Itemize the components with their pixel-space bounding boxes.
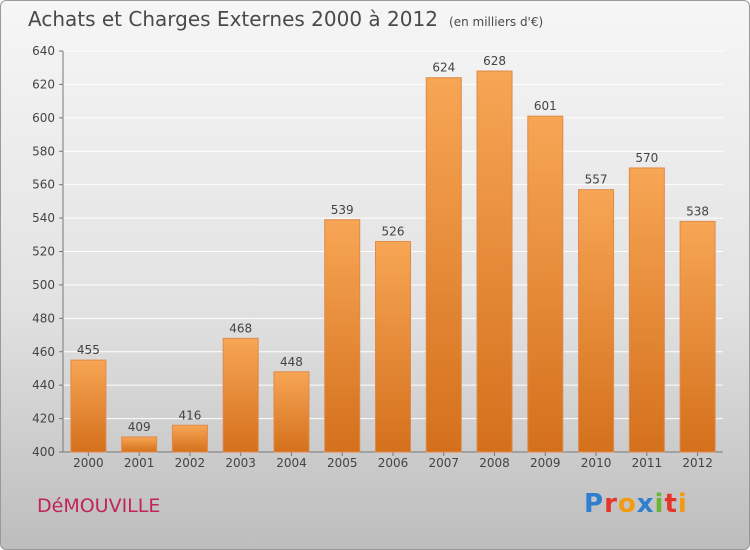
bar: [375, 240, 411, 453]
data-label: 416: [178, 408, 201, 422]
y-tick-label: 480: [32, 311, 55, 325]
logo-letter: o: [617, 489, 637, 519]
data-label: 601: [534, 99, 557, 113]
x-tick-label: 2004: [276, 456, 307, 470]
y-tick-label: 500: [32, 278, 55, 292]
x-tick-label: 2010: [581, 456, 612, 470]
y-tick-label: 440: [32, 378, 55, 392]
data-label: 539: [331, 203, 354, 217]
y-tick-label: 580: [32, 144, 55, 158]
y-tick-label: 620: [32, 77, 55, 91]
bar: [679, 220, 716, 453]
bar: [171, 424, 208, 453]
x-tick-label: 2008: [479, 456, 510, 470]
bar: [476, 70, 513, 453]
data-label: 538: [686, 204, 709, 218]
data-label: 455: [77, 343, 100, 357]
y-tick-label: 460: [32, 345, 55, 359]
chart-title: Achats et Charges Externes 2000 à 2012 (…: [28, 7, 543, 31]
data-label: 409: [128, 420, 151, 434]
data-label: 557: [585, 173, 608, 187]
y-tick-label: 640: [32, 44, 55, 58]
x-tick-label: 2003: [225, 456, 256, 470]
unit-note: (en milliers d'€): [449, 15, 544, 29]
x-tick-label: 2012: [682, 456, 713, 470]
y-tick-label: 400: [32, 445, 55, 459]
y-tick-label: 520: [32, 245, 55, 259]
bar: [527, 115, 564, 453]
bar: [324, 219, 361, 453]
title-text: Achats et Charges Externes 2000 à 2012: [28, 7, 438, 31]
bar: [70, 359, 107, 453]
logo-letter: t: [664, 489, 678, 519]
bar: [425, 77, 462, 453]
bar: [628, 167, 665, 453]
bar: [578, 189, 615, 453]
x-tick-label: 2009: [530, 456, 561, 470]
y-tick-label: 600: [32, 111, 55, 125]
bars: [70, 70, 716, 453]
logo-letter: i: [654, 489, 665, 519]
data-label: 570: [635, 151, 658, 165]
x-tick-label: 2011: [632, 456, 663, 470]
bar: [222, 337, 259, 453]
data-label: 628: [483, 54, 506, 68]
bar: [273, 371, 310, 453]
data-label: 448: [280, 355, 303, 369]
x-tick-label: 2001: [124, 456, 155, 470]
logo-letter: P: [584, 489, 605, 519]
x-tick-label: 2007: [428, 456, 459, 470]
y-tick-label: 540: [32, 211, 55, 225]
y-tick-label: 560: [32, 178, 55, 192]
bar: [121, 436, 158, 453]
x-tick-label: 2005: [327, 456, 358, 470]
x-tick-label: 2000: [73, 456, 104, 470]
x-tick-label: 2006: [378, 456, 409, 470]
logo-letter: i: [677, 489, 688, 519]
town-name: DéMOUVILLE: [37, 495, 161, 517]
data-label: 624: [432, 61, 455, 75]
y-tick-label: 420: [32, 412, 55, 426]
logo-letter: r: [604, 489, 618, 519]
labels: 400 420 440 460 480 500 520 540 560 580 600 620 640 4…: [32, 44, 713, 470]
data-label: 468: [229, 321, 252, 335]
data-label: 526: [382, 224, 405, 238]
proxiti-logo[interactable]: Proxiti: [584, 489, 688, 519]
x-tick-label: 2002: [175, 456, 206, 470]
logo-letter: x: [636, 489, 655, 519]
